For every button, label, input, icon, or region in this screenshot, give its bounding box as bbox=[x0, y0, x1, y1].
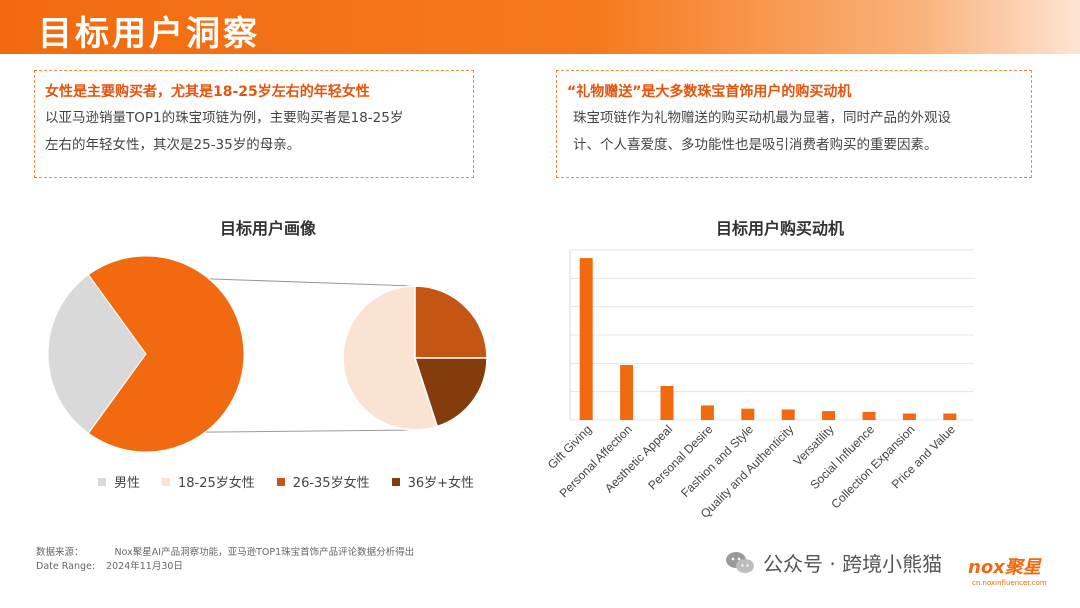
bar bbox=[700, 405, 714, 420]
bar bbox=[741, 408, 755, 420]
legend-swatch bbox=[98, 477, 106, 486]
watermark-text: 公众号 · 跨境小熊猫 bbox=[763, 552, 943, 576]
bar bbox=[862, 411, 876, 420]
legend-label: 26-35岁女性 bbox=[292, 476, 370, 491]
breakdown-slice bbox=[342, 285, 439, 431]
data-source: 数据来源： Nox聚星AI产品洞察功能，亚马逊TOP1珠宝首饰产品评论数据分析得… bbox=[36, 544, 414, 558]
card-line: 左右的年轻女性，其次是25-35岁的母亲。 bbox=[45, 137, 301, 153]
bar bbox=[822, 411, 836, 420]
logo-url: cn.noxinfluencer.com bbox=[972, 579, 1047, 587]
legend-label: 18-25岁女性 bbox=[178, 476, 255, 491]
card-body: 以亚马逊销量TOP1的珠宝项链为例，主要购买者是18-25岁 左右的年轻女性，其… bbox=[45, 105, 403, 159]
legend-label: 男性 bbox=[114, 476, 141, 491]
insight-card-right: “礼物赠送”是大多数珠宝首饰用户的购买动机 珠宝项链作为礼物赠送的购买动机最为显… bbox=[556, 70, 1032, 178]
card-title: 女性是主要购买者，尤其是18-25岁左右的年轻女性 bbox=[45, 84, 370, 100]
bar bbox=[620, 364, 634, 420]
bar bbox=[902, 413, 916, 420]
bar-chart-title: 目标用户购买动机 bbox=[715, 219, 844, 238]
watermark: 公众号 · 跨境小熊猫 bbox=[725, 548, 942, 577]
source-label: 数据来源： bbox=[36, 547, 84, 558]
logo-text: nox聚星 bbox=[968, 557, 1041, 578]
legend-label: 36岁+女性 bbox=[407, 476, 475, 491]
pie-slice-female bbox=[87, 255, 245, 453]
page-title: 目标用户洞察 bbox=[38, 14, 260, 54]
x-tick-label: Personal Affection bbox=[557, 422, 635, 500]
pie-chart-title: 目标用户画像 bbox=[219, 219, 316, 238]
pie-slice-male bbox=[47, 274, 147, 434]
bar bbox=[660, 386, 674, 420]
legend-item: 26-35岁女性 bbox=[276, 472, 370, 491]
bar bbox=[943, 413, 957, 420]
pie-of-pie-chart bbox=[47, 255, 488, 453]
date-range: Date Range: 2024年11月30日 bbox=[36, 558, 183, 572]
legend-swatch bbox=[391, 477, 400, 486]
wechat-icon bbox=[725, 550, 755, 576]
bar bbox=[579, 258, 593, 420]
card-line: 计、个人喜爱度、多功能性也是吸引消费者购买的重要因素。 bbox=[573, 137, 938, 153]
card-body: 珠宝项链作为礼物赠送的购买动机最为显著，同时产品的外观设 计、个人喜爱度、多功能… bbox=[573, 105, 951, 159]
title-bar: 目标用户洞察 bbox=[0, 0, 1080, 54]
date-label: Date Range: bbox=[36, 561, 96, 572]
source-text: Nox聚星AI产品洞察功能，亚马逊TOP1珠宝首饰产品评论数据分析得出 bbox=[114, 547, 415, 558]
card-line: 以亚马逊销量TOP1的珠宝项链为例，主要购买者是18-25岁 bbox=[45, 110, 404, 126]
date-value: 2024年11月30日 bbox=[106, 561, 183, 572]
insight-card-left: 女性是主要购买者，尤其是18-25岁左右的年轻女性 以亚马逊销量TOP1的珠宝项… bbox=[34, 70, 474, 178]
legend-item: 男性 bbox=[98, 472, 140, 491]
breakdown-slice bbox=[414, 285, 488, 359]
card-title: “礼物赠送”是大多数珠宝首饰用户的购买动机 bbox=[567, 84, 852, 100]
bar bbox=[781, 409, 795, 420]
breakdown-slice bbox=[413, 357, 488, 428]
card-line: 珠宝项链作为礼物赠送的购买动机最为显著，同时产品的外观设 bbox=[573, 110, 951, 126]
legend-item: 18-25岁女性 bbox=[162, 472, 255, 491]
pie-legend: 男性 18-25岁女性 26-35岁女性 36岁+女性 bbox=[98, 472, 474, 491]
nox-logo: nox聚星 cn.noxinfluencer.com bbox=[968, 553, 1048, 593]
legend-swatch bbox=[276, 477, 285, 486]
legend-item: 36岁+女性 bbox=[391, 472, 475, 491]
x-tick-label: Fashion and Style bbox=[678, 422, 756, 500]
legend-swatch bbox=[162, 477, 171, 486]
